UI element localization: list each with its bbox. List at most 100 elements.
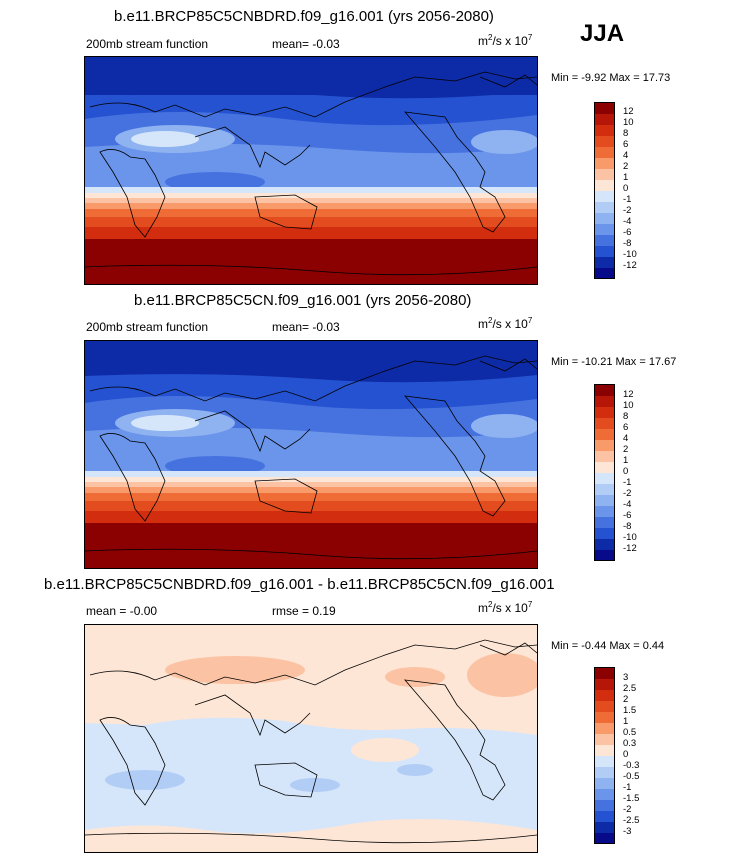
panel1-cbar-label: 6 xyxy=(623,139,629,150)
panel3-cbar-label: -1 xyxy=(623,782,632,793)
panel2-cbar-label: -2 xyxy=(623,488,632,499)
panel2-minmax: Min = -10.21 Max = 17.67 xyxy=(551,356,677,368)
panel1-cbar-label: -12 xyxy=(623,260,637,271)
panel2-cbar-label: -10 xyxy=(623,532,637,543)
panel3-contour-neg-io xyxy=(105,770,185,790)
panel1-cbar-label: 4 xyxy=(623,150,629,161)
panel2-cbar-label: 1 xyxy=(623,455,629,466)
panel3-cbar-label: 3 xyxy=(623,672,629,683)
panel2-cbar-label: 6 xyxy=(623,422,629,433)
panel2-band-p6 xyxy=(85,493,537,501)
panel3-cbar-label: 1 xyxy=(623,716,629,727)
panel1-band-p2 xyxy=(85,198,537,203)
panel3-cbar-label: 1.5 xyxy=(623,705,637,716)
panel3-contour-neg-aus xyxy=(290,778,340,792)
panel2-band-p1 xyxy=(85,477,537,482)
panel2-contour-high-east xyxy=(471,414,537,438)
panel1-cbar-label: -1 xyxy=(623,194,632,205)
panel2-variable-label: 200mb stream function xyxy=(86,320,209,334)
panel2-cbar-label: 10 xyxy=(623,400,634,411)
panel3-contour-pos-north xyxy=(85,625,537,735)
panel3-colorbar xyxy=(594,667,615,844)
panel3-contour-pos-south xyxy=(85,819,537,852)
panel3-minmax: Min = -0.44 Max = 0.44 xyxy=(551,640,665,652)
panel3-contour-neg-sa xyxy=(397,764,433,776)
panel3-cbar-label: -3 xyxy=(623,826,632,837)
panel1-contour-arctic xyxy=(85,57,537,99)
panel1-cbar-label: 10 xyxy=(623,117,634,128)
panel3-cbar-label: 0.5 xyxy=(623,727,637,738)
panel3-title: b.e11.BRCP85C5CNBDRD.f09_g16.001 - b.e11… xyxy=(44,576,555,593)
panel2-mean-label: mean= -0.03 xyxy=(272,320,340,334)
panel2-cbar-label: -4 xyxy=(623,499,632,510)
panel1-units: m2/s x 107 xyxy=(478,33,533,48)
panel1-cbar-label: 12 xyxy=(623,106,634,117)
panel1-cbar-label: -6 xyxy=(623,227,632,238)
panel3-map xyxy=(84,624,538,853)
panel2-band-zero xyxy=(85,471,537,477)
panel3-rmse-label: rmse = 0.19 xyxy=(272,604,336,618)
panel1-map xyxy=(84,56,538,285)
panel1-cbar-label: -10 xyxy=(623,249,637,260)
panel2-band-p8 xyxy=(85,501,537,511)
panel1-contour-high-east xyxy=(471,130,537,154)
panel3-contour-pos-asia xyxy=(165,656,305,684)
panel3-mean-label: mean = -0.00 xyxy=(86,604,158,618)
panel1-colorbar xyxy=(594,102,615,279)
panel1-mean-label: mean= -0.03 xyxy=(272,37,340,51)
panel2-cbar-label: -8 xyxy=(623,521,632,532)
panel2-cbar-label: -12 xyxy=(623,543,637,554)
panel3-contour-pos-sp xyxy=(351,738,419,762)
panel2-title: b.e11.BRCP85C5CN.f09_g16.001 (yrs 2056-2… xyxy=(134,292,472,309)
panel1-band-p8 xyxy=(85,217,537,227)
panel1-band-p1 xyxy=(85,193,537,198)
panel2-contour-arctic xyxy=(85,341,537,383)
panel2-contour-high-core xyxy=(131,415,199,431)
panel3-cbar-label: -2.5 xyxy=(623,815,640,826)
panel1-cbar-label: -4 xyxy=(623,216,632,227)
panel2-colorbar xyxy=(594,384,615,561)
panel1-band-p6 xyxy=(85,209,537,217)
panel3-cbar-label: 2.5 xyxy=(623,683,637,694)
panel3-contour-pos-atl xyxy=(467,653,537,697)
panel2-units: m2/s x 107 xyxy=(478,316,533,331)
panel1-cbar-label: 8 xyxy=(623,128,629,139)
panel3-cbar-label: 0 xyxy=(623,749,629,760)
season-label: JJA xyxy=(580,20,625,47)
panel1-variable-label: 200mb stream function xyxy=(86,37,209,51)
panel3-cbar-label: 2 xyxy=(623,694,629,705)
panel3-cbar-label: -1.5 xyxy=(623,793,640,804)
panel2-cbar-label: 12 xyxy=(623,389,634,400)
panel1-coastlines xyxy=(85,71,537,276)
panel1-band-p12 xyxy=(85,239,537,284)
panel1-cbar-label: 1 xyxy=(623,172,629,183)
panel1-cbar-label: -2 xyxy=(623,205,632,216)
panel1-band-p10 xyxy=(85,227,537,239)
panel2-cbar-label: 4 xyxy=(623,433,629,444)
panel2-coastlines xyxy=(85,355,537,560)
panel2-cbar-label: -1 xyxy=(623,477,632,488)
panel1-cbar-label: 0 xyxy=(623,183,629,194)
panel2-cbar-label: 2 xyxy=(623,444,629,455)
panel2-band-p10 xyxy=(85,511,537,523)
panel3-cbar-label: -0.3 xyxy=(623,760,640,771)
panel1-title: b.e11.BRCP85C5CNBDRD.f09_g16.001 (yrs 20… xyxy=(114,8,494,25)
panel1-minmax: Min = -9.92 Max = 17.73 xyxy=(551,72,671,84)
panel2-band-p12 xyxy=(85,523,537,568)
panel1-band-zero xyxy=(85,187,537,193)
panel2-cbar-label: 8 xyxy=(623,411,629,422)
panel1-band-p4 xyxy=(85,203,537,209)
panel2-cbar-label: 0 xyxy=(623,466,629,477)
panel2-cbar-label: -6 xyxy=(623,510,632,521)
panel2-band-p4 xyxy=(85,487,537,493)
panel3-coastlines xyxy=(85,639,537,844)
panel1-cbar-label: -8 xyxy=(623,238,632,249)
panel3-cbar-label: 0.3 xyxy=(623,738,637,749)
panel3-units: m2/s x 107 xyxy=(478,600,533,615)
panel1-cbar-label: 2 xyxy=(623,161,629,172)
panel1-contour-high-core xyxy=(131,131,199,147)
panel3-cbar-label: -0.5 xyxy=(623,771,640,782)
panel3-cbar-label: -2 xyxy=(623,804,632,815)
panel3-contour-pos-na xyxy=(385,667,445,687)
panel2-band-p2 xyxy=(85,482,537,487)
